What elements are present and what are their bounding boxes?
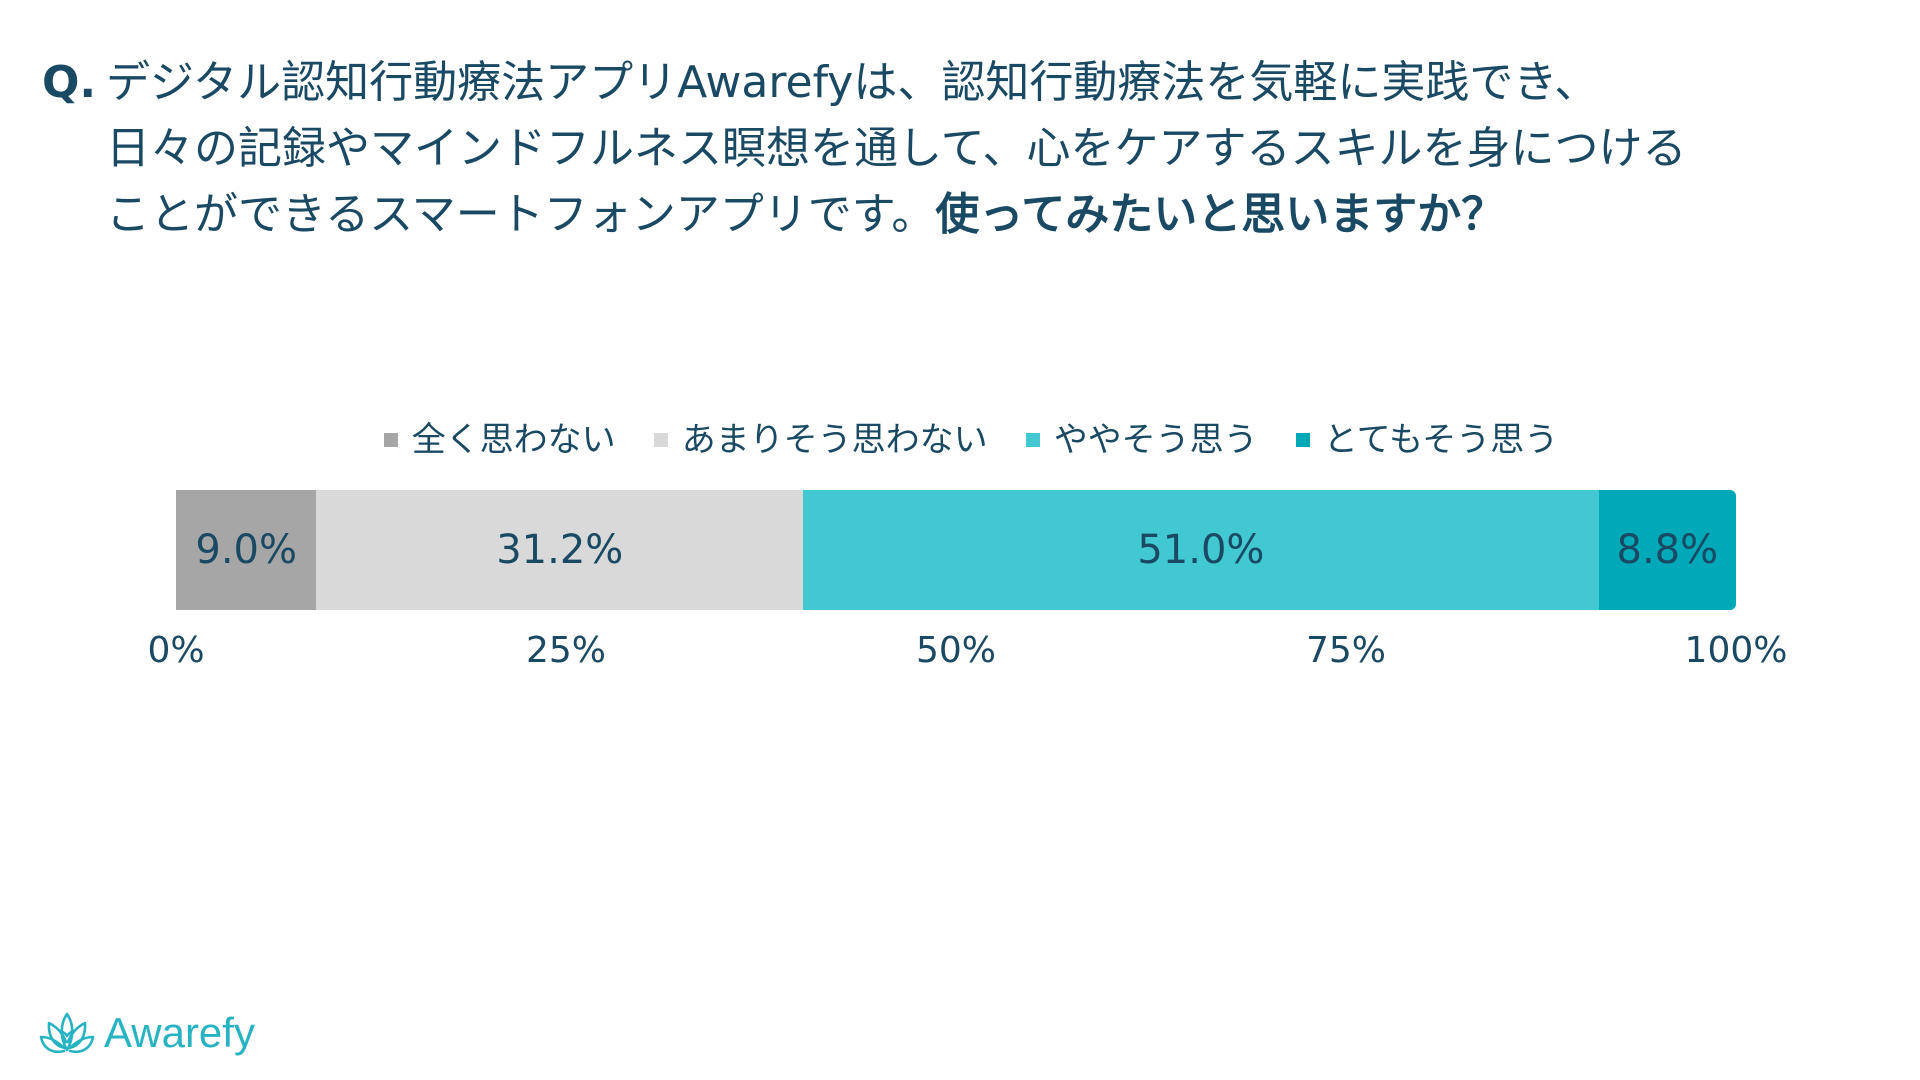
legend-item: とてもそう思う bbox=[1295, 418, 1559, 462]
question-text: Q. デジタル認知行動療法アプリAwarefyは、認知行動療法を気軽に実践でき、… bbox=[42, 50, 1882, 248]
legend-swatch bbox=[653, 433, 668, 447]
question-line-3: ことができるスマートフォンアプリです。使ってみたいと思いますか？ bbox=[106, 182, 1505, 248]
x-axis: 0% 25% 50% 75% 100% bbox=[147, 630, 1787, 680]
legend-label: あまりそう思わない bbox=[681, 420, 988, 460]
legend-swatch bbox=[1025, 433, 1040, 447]
question-line-3-bold: 使ってみたいと思いますか？ bbox=[935, 189, 1506, 240]
bar-segment: 51.0% bbox=[803, 490, 1599, 610]
question-prefix: Q. bbox=[42, 57, 97, 108]
data-label: 51.0% bbox=[1137, 527, 1265, 573]
legend-label: ややそう思う bbox=[1053, 420, 1258, 460]
data-label: 8.8% bbox=[1616, 527, 1719, 573]
x-tick-label: 75% bbox=[1305, 630, 1387, 671]
logo-text: Awarefy bbox=[104, 1009, 255, 1056]
data-label: 31.2% bbox=[496, 527, 624, 573]
bar-segment: 31.2% bbox=[316, 490, 804, 610]
x-tick-label: 50% bbox=[915, 630, 997, 671]
chart-legend: 全く思わない あまりそう思わない ややそう思う とてもそう思う bbox=[0, 418, 1920, 462]
legend-swatch bbox=[383, 433, 398, 447]
bar-segment: 9.0% bbox=[176, 490, 317, 610]
x-tick-label: 25% bbox=[525, 630, 607, 671]
stacked-bar: 9.0% 31.2% 51.0% 8.8% bbox=[176, 490, 1736, 610]
legend-item: 全く思わない bbox=[383, 418, 616, 462]
question-line-1: デジタル認知行動療法アプリAwarefyは、認知行動療法を気軽に実践でき、 bbox=[106, 57, 1599, 108]
legend-label: 全く思わない bbox=[411, 420, 616, 460]
awarefy-logo: Awarefy bbox=[38, 1006, 255, 1060]
question-line-3-regular: ことができるスマートフォンアプリです。 bbox=[106, 189, 936, 240]
question-line-2: 日々の記録やマインドフルネス瞑想を通して、心をケアするスキルを身につける bbox=[106, 123, 1687, 174]
bar-segment: 8.8% bbox=[1598, 490, 1736, 610]
x-tick-label: 100% bbox=[1684, 630, 1788, 671]
x-tick-label: 0% bbox=[147, 630, 205, 671]
legend-label: とてもそう思う bbox=[1323, 420, 1559, 460]
legend-item: ややそう思う bbox=[1025, 418, 1258, 462]
lotus-icon bbox=[39, 1012, 95, 1054]
legend-swatch bbox=[1295, 433, 1310, 447]
data-label: 9.0% bbox=[195, 527, 297, 573]
legend-item: あまりそう思わない bbox=[653, 418, 988, 462]
